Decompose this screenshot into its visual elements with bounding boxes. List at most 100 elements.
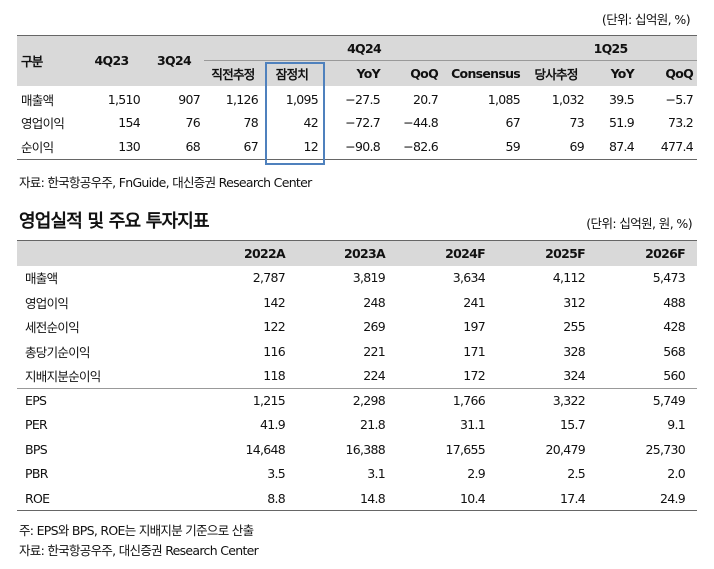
row-label: BPS bbox=[25, 441, 48, 457]
header-1q25-yoy: YoY bbox=[610, 65, 635, 81]
cell: 41.9 bbox=[259, 417, 286, 433]
row-label: 영업이익 bbox=[21, 115, 65, 131]
cell: 248 bbox=[363, 294, 385, 310]
cell: 560 bbox=[597, 363, 697, 389]
cell: 328 bbox=[563, 343, 585, 359]
cell: 142 bbox=[263, 294, 285, 310]
cell: 20.7 bbox=[412, 92, 439, 108]
row-label: PER bbox=[25, 417, 48, 433]
cell: 172 bbox=[397, 363, 497, 389]
cell: 477.4 bbox=[638, 134, 698, 160]
cell: 17,655 bbox=[445, 441, 485, 457]
cell: 78 bbox=[243, 114, 258, 130]
cell: 224 bbox=[297, 363, 397, 389]
cell: 324 bbox=[497, 363, 597, 389]
cell: 1,766 bbox=[452, 393, 486, 408]
row-label: 총당기순이익 bbox=[25, 344, 91, 360]
table-row: 지배지분순이익 118 224 172 324 560 bbox=[17, 363, 697, 389]
cell: 24.9 bbox=[597, 486, 697, 511]
cell: 5,473 bbox=[652, 270, 686, 286]
header-qoq: QoQ bbox=[410, 65, 438, 81]
cell: 21.8 bbox=[359, 417, 386, 433]
cell: 255 bbox=[563, 319, 585, 335]
cell: −27.5 bbox=[345, 92, 381, 108]
header-year: 2025F bbox=[497, 240, 597, 266]
cell: 68 bbox=[144, 134, 204, 160]
table2-source: 자료: 한국항공우주, 대신증권 Research Center bbox=[19, 543, 259, 558]
cell: 907 bbox=[178, 92, 200, 108]
cell: 39.5 bbox=[609, 92, 635, 108]
table-row: 총당기순이익 116 221 171 328 568 bbox=[17, 339, 697, 364]
cell: 1,215 bbox=[252, 393, 286, 408]
cell: 14.8 bbox=[297, 486, 397, 511]
header-1q25-qoq: QoQ bbox=[665, 65, 694, 81]
cell: 14,648 bbox=[245, 441, 285, 457]
row-label: 세전순이익 bbox=[25, 320, 80, 336]
table-row: ROE 8.8 14.8 10.4 17.4 24.9 bbox=[17, 486, 697, 511]
table2-note: 주: EPS와 BPS, ROE는 지배지분 기준으로 산출 bbox=[19, 523, 254, 538]
table1-source: 자료: 한국항공우주, FnGuide, 대신증권 Research Cente… bbox=[19, 175, 312, 190]
header-year: 2024F bbox=[397, 240, 497, 266]
header-3q24: 3Q24 bbox=[144, 35, 204, 86]
cell: 312 bbox=[563, 294, 585, 310]
header-4q23: 4Q23 bbox=[79, 35, 144, 86]
cell: 67 bbox=[505, 114, 521, 130]
cell: 9.1 bbox=[667, 417, 685, 433]
cell: 73 bbox=[569, 114, 585, 130]
cell: −90.8 bbox=[322, 134, 384, 160]
cell: 2,787 bbox=[252, 270, 286, 286]
header-group-4q24: 4Q24 bbox=[204, 35, 525, 61]
header-prev-estimate: 직전추정 bbox=[211, 66, 255, 82]
annual-indicators-table: 2022A 2023A 2024F 2025F 2026F 매출액 2,787 … bbox=[17, 240, 697, 511]
cell: 3,322 bbox=[552, 393, 586, 408]
cell: 76 bbox=[185, 114, 200, 130]
cell: 51.9 bbox=[609, 114, 635, 130]
cell: 42 bbox=[303, 114, 318, 130]
row-label: PBR bbox=[25, 466, 48, 482]
cell: 2.5 bbox=[567, 466, 585, 482]
cell: −44.8 bbox=[403, 114, 439, 130]
table1-unit-label: (단위: 십억원, %) bbox=[601, 12, 691, 27]
cell: 2.9 bbox=[467, 466, 485, 482]
cell: 221 bbox=[363, 343, 385, 359]
cell: 1,510 bbox=[107, 92, 141, 108]
cell: 197 bbox=[463, 319, 485, 335]
cell: −72.7 bbox=[345, 114, 381, 130]
cell: 1,085 bbox=[487, 92, 521, 108]
table-row: 세전순이익 122 269 197 255 428 bbox=[17, 315, 697, 340]
header-yoy: YoY bbox=[356, 65, 381, 81]
cell: 488 bbox=[663, 294, 685, 310]
row-label: 매출액 bbox=[21, 93, 54, 109]
table-row: 순이익 130 68 67 12 −90.8 −82.6 59 69 87.4 … bbox=[17, 134, 698, 160]
cell: 428 bbox=[663, 319, 685, 335]
header-year: 2026F bbox=[597, 240, 697, 266]
cell: 3.1 bbox=[367, 466, 385, 482]
row-label: ROE bbox=[17, 486, 197, 511]
header-year: 2023A bbox=[297, 240, 397, 266]
cell: 3,634 bbox=[452, 270, 486, 286]
cell: 1,095 bbox=[285, 92, 319, 108]
row-label: 지배지분순이익 bbox=[17, 363, 197, 389]
cell: 20,479 bbox=[545, 441, 585, 457]
quarterly-results-table: 구분 4Q23 3Q24 4Q24 1Q25 직전추정 잠정치 YoY QoQ … bbox=[17, 35, 698, 160]
row-label: 영업이익 bbox=[25, 295, 69, 311]
cell: 67 bbox=[204, 134, 262, 160]
cell: 15.7 bbox=[559, 417, 586, 433]
header-preliminary: 잠정치 bbox=[275, 66, 309, 82]
row-label: EPS bbox=[25, 393, 47, 408]
cell: 69 bbox=[524, 134, 589, 160]
row-label: 매출액 bbox=[25, 271, 58, 287]
cell: 2.0 bbox=[667, 466, 685, 482]
cell: 1,032 bbox=[551, 92, 585, 108]
table-row: EPS 1,215 2,298 1,766 3,322 5,749 bbox=[17, 388, 697, 413]
cell: 8.8 bbox=[197, 486, 297, 511]
table-row: PBR 3.5 3.1 2.9 2.5 2.0 bbox=[17, 462, 697, 487]
cell: 1,126 bbox=[225, 92, 259, 108]
table-row: 영업이익 154 76 78 42 −72.7 −44.8 67 73 51.9… bbox=[17, 110, 697, 135]
cell: −82.6 bbox=[384, 134, 442, 160]
cell: −5.7 bbox=[665, 92, 694, 108]
header-group-1q25: 1Q25 bbox=[524, 35, 698, 61]
cell: 2,298 bbox=[352, 393, 386, 408]
cell: 154 bbox=[118, 114, 140, 130]
cell: 10.4 bbox=[397, 486, 497, 511]
